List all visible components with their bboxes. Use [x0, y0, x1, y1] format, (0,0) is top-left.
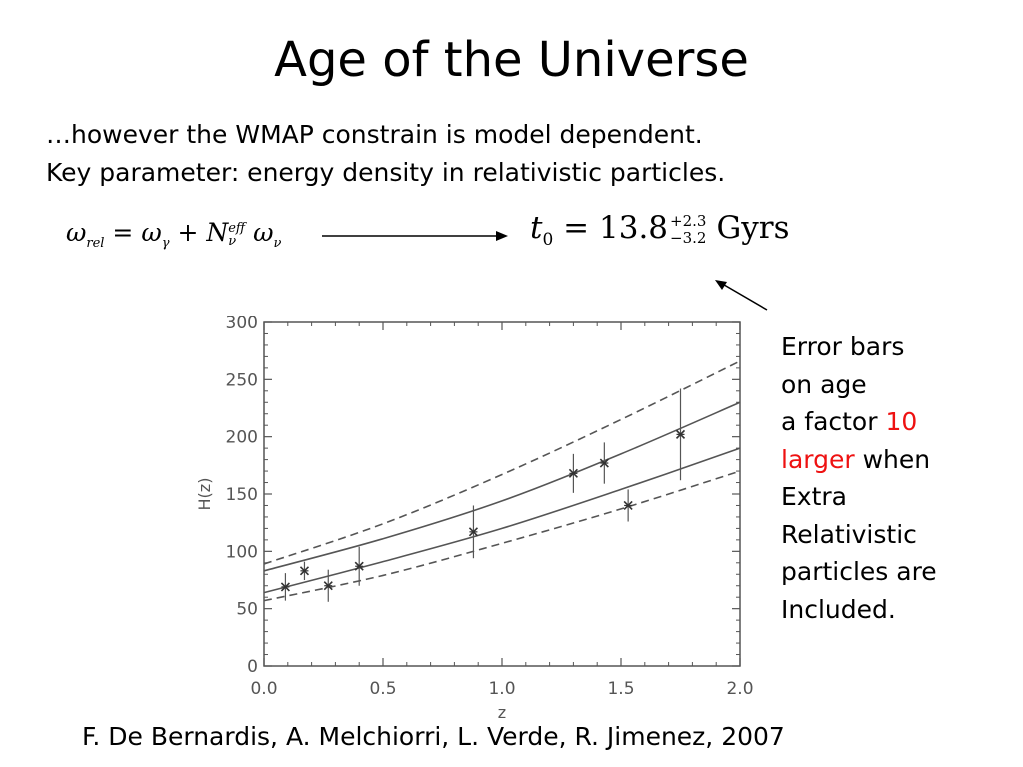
- hubble-chart: 0.0 0.5 1.0 1.5 2.0 0 50 100 150 200 250 300 z H(z): [195, 316, 754, 722]
- data-point: [323, 581, 333, 591]
- slide-title: Age of the Universe: [274, 32, 749, 88]
- dashed-model-curve: [263, 360, 741, 565]
- x-tick-label: 1.0: [488, 679, 515, 699]
- note-line: a factor 10: [781, 407, 918, 436]
- note-line: Error bars: [781, 332, 905, 361]
- y-tick-label: 200: [226, 428, 258, 448]
- note-line: on age: [781, 369, 867, 399]
- y-tick-label: 0: [247, 657, 258, 677]
- intro-line-1: …however the WMAP constrain is model dep…: [46, 120, 703, 149]
- data-point: [354, 561, 364, 571]
- note-line: Extra: [781, 482, 847, 511]
- data-point: [468, 527, 479, 537]
- data-point: [280, 582, 290, 592]
- solid-model-curve: [263, 401, 741, 572]
- equation-arrow: [322, 231, 508, 241]
- note-highlight: larger: [781, 444, 855, 474]
- solid-model-curve: [263, 447, 741, 594]
- x-tick-label: 2.0: [726, 679, 753, 699]
- y-axis-label: H(z): [195, 478, 214, 511]
- age-equation: t0 = 13.8 +2.3 −3.2 Gyrs: [530, 210, 790, 251]
- x-tick-label: 1.5: [607, 679, 634, 699]
- note-highlight: 10: [885, 407, 918, 436]
- x-tick-label: 0.0: [250, 679, 277, 699]
- y-tick-label: 150: [226, 485, 258, 505]
- dashed-model-curve: [263, 470, 741, 602]
- data-point: [599, 458, 609, 468]
- x-tick-label: 0.5: [369, 679, 396, 699]
- note-line: Relativistic: [781, 519, 917, 549]
- y-tick-label: 250: [226, 370, 258, 390]
- error-bar-note: Error bars on age a factor 10 larger whe…: [781, 328, 937, 628]
- data-point: [299, 566, 310, 576]
- note-line: particles are: [781, 557, 937, 586]
- x-axis-label: z: [498, 703, 506, 722]
- data-point: [623, 500, 633, 511]
- data-point: [675, 429, 686, 439]
- y-tick-label: 300: [226, 316, 258, 333]
- y-tick-label: 100: [226, 542, 258, 562]
- data-point: [568, 468, 578, 478]
- y-tick-label: 50: [236, 600, 258, 620]
- note-line: larger when: [781, 444, 931, 474]
- intro-line-2: Key parameter: energy density in relativ…: [46, 158, 726, 187]
- note-pointer-arrow: [715, 280, 768, 311]
- citation: F. De Bernardis, A. Melchiorri, L. Verde…: [82, 722, 785, 751]
- note-line: Included.: [781, 594, 896, 624]
